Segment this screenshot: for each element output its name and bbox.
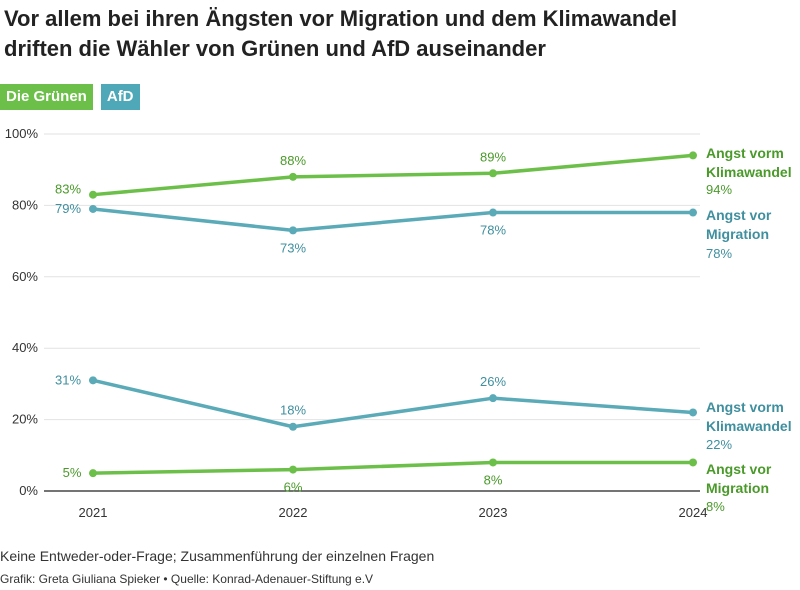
title-line-1: Vor allem bei ihren Ängsten vor Migratio…: [4, 6, 678, 31]
series-line: [91, 153, 695, 197]
data-point: [89, 190, 97, 199]
data-label: 8%: [706, 499, 725, 514]
data-point: [289, 226, 297, 235]
data-label: 5%: [63, 465, 82, 480]
legend-item-gruene: Die Grünen: [0, 84, 93, 110]
chart-title: Vor allem bei ihren Ängsten vor Migratio…: [4, 4, 794, 64]
y-tick-label: 60%: [12, 269, 38, 284]
line-chart: 0% 20% 40% 60% 80% 100% 2021 2022 2023 2024 83% 88%…: [5, 126, 792, 520]
series-name-label: Migration: [706, 480, 769, 496]
data-label: 6%: [284, 480, 303, 495]
data-label: 88%: [280, 153, 306, 168]
series-name-label: Klimawandel: [706, 418, 792, 434]
series-name-label: Angst vor: [706, 207, 772, 223]
data-label: 8%: [484, 472, 503, 487]
y-tick-label: 20%: [12, 412, 38, 427]
data-point: [689, 458, 697, 467]
data-label: 22%: [706, 437, 732, 452]
footnote: Keine Entweder-oder-Frage; Zusammenführu…: [0, 548, 435, 564]
title-line-2: driften die Wähler von Grünen und AfD au…: [4, 36, 546, 61]
series-name-label: Angst vorm: [706, 399, 784, 415]
y-tick-label: 40%: [12, 340, 38, 355]
series-line: [91, 378, 695, 429]
credit-line: Grafik: Greta Giuliana Spieker • Quelle:…: [0, 572, 374, 586]
data-label: 79%: [55, 201, 81, 216]
series-name-label: Angst vorm: [706, 145, 784, 161]
series-line: [91, 207, 695, 233]
data-label: 78%: [706, 246, 732, 261]
y-tick-label: 80%: [12, 197, 38, 212]
x-tick-label: 2022: [279, 505, 308, 520]
data-point: [89, 376, 97, 385]
data-point: [289, 172, 297, 181]
y-tick-label: 100%: [5, 126, 39, 141]
series-name-label: Angst vor: [706, 461, 772, 477]
data-label: 18%: [280, 403, 306, 418]
data-label: 83%: [55, 182, 81, 197]
legend: Die Grünen AfD: [0, 84, 140, 110]
data-point: [689, 208, 697, 217]
data-point: [489, 394, 497, 403]
data-label: 26%: [480, 374, 506, 389]
data-point: [689, 408, 697, 417]
data-point: [489, 208, 497, 217]
data-label: 73%: [280, 240, 306, 255]
x-tick-label: 2024: [679, 505, 708, 520]
data-label: 89%: [480, 149, 506, 164]
data-point: [89, 204, 97, 213]
data-point: [289, 465, 297, 474]
data-point: [489, 458, 497, 467]
series-name-label: Migration: [706, 226, 769, 242]
y-tick-label: 0%: [19, 483, 38, 498]
data-point: [89, 469, 97, 478]
data-label: 94%: [706, 182, 732, 197]
x-tick-label: 2021: [79, 505, 108, 520]
data-point: [489, 169, 497, 178]
data-point: [689, 151, 697, 160]
data-label: 78%: [480, 223, 506, 238]
series-line: [91, 460, 695, 475]
series-name-label: Klimawandel: [706, 164, 792, 180]
data-label: 31%: [55, 372, 81, 387]
data-point: [289, 422, 297, 431]
x-tick-label: 2023: [479, 505, 508, 520]
legend-item-afd: AfD: [100, 84, 140, 110]
